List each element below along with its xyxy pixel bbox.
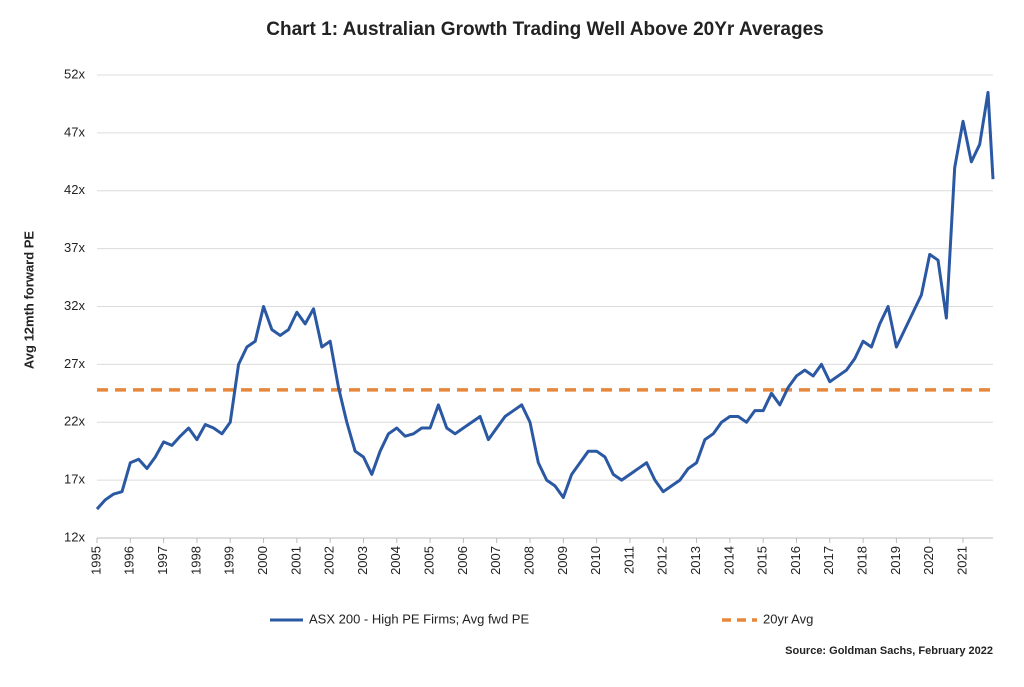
legend-label: ASX 200 - High PE Firms; Avg fwd PE [309, 611, 529, 626]
legend-label: 20yr Avg [763, 611, 813, 626]
x-tick-label: 1997 [155, 546, 170, 575]
y-tick-label: 22x [64, 414, 85, 429]
x-tick-label: 2019 [888, 546, 903, 575]
x-tick-label: 2011 [621, 546, 636, 574]
y-tick-label: 32x [64, 298, 85, 313]
x-tick-label: 2003 [355, 546, 370, 575]
x-tick-label: 2001 [288, 546, 303, 575]
x-tick-label: 2000 [255, 546, 270, 575]
y-tick-label: 42x [64, 182, 85, 197]
y-tick-label: 27x [64, 356, 85, 371]
x-tick-label: 2016 [788, 546, 803, 575]
x-tick-label: 2010 [588, 546, 603, 575]
x-tick-label: 2008 [521, 546, 536, 575]
x-tick-label: 2006 [455, 546, 470, 575]
x-tick-label: 2009 [555, 546, 570, 575]
x-tick-label: 1996 [122, 546, 137, 575]
y-tick-label: 52x [64, 66, 85, 81]
x-tick-label: 2002 [322, 546, 337, 575]
x-tick-label: 2020 [921, 546, 936, 575]
y-tick-label: 17x [64, 472, 85, 487]
series-line [95, 90, 995, 511]
x-tick-label: 2012 [655, 546, 670, 575]
x-tick-label: 2014 [721, 546, 736, 575]
x-tick-label: 2015 [755, 546, 770, 575]
x-tick-label: 2017 [821, 546, 836, 575]
y-tick-label: 37x [64, 240, 85, 255]
x-tick-label: 2021 [954, 546, 969, 575]
x-tick-label: 1995 [88, 546, 103, 575]
x-tick-label: 2018 [855, 546, 870, 575]
x-tick-label: 2013 [688, 546, 703, 575]
y-axis-label: Avg 12mth forward PE [21, 231, 36, 370]
x-tick-label: 2005 [422, 546, 437, 575]
x-tick-label: 1998 [188, 546, 203, 575]
x-tick-label: 1999 [222, 546, 237, 575]
x-tick-label: 2007 [488, 546, 503, 575]
y-tick-label: 47x [64, 124, 85, 139]
source: Source: Goldman Sachs, February 2022 [785, 645, 993, 657]
y-tick-label: 12x [64, 529, 85, 544]
chart-title: Chart 1: Australian Growth Trading Well … [266, 19, 823, 40]
x-tick-label: 2004 [388, 546, 403, 575]
